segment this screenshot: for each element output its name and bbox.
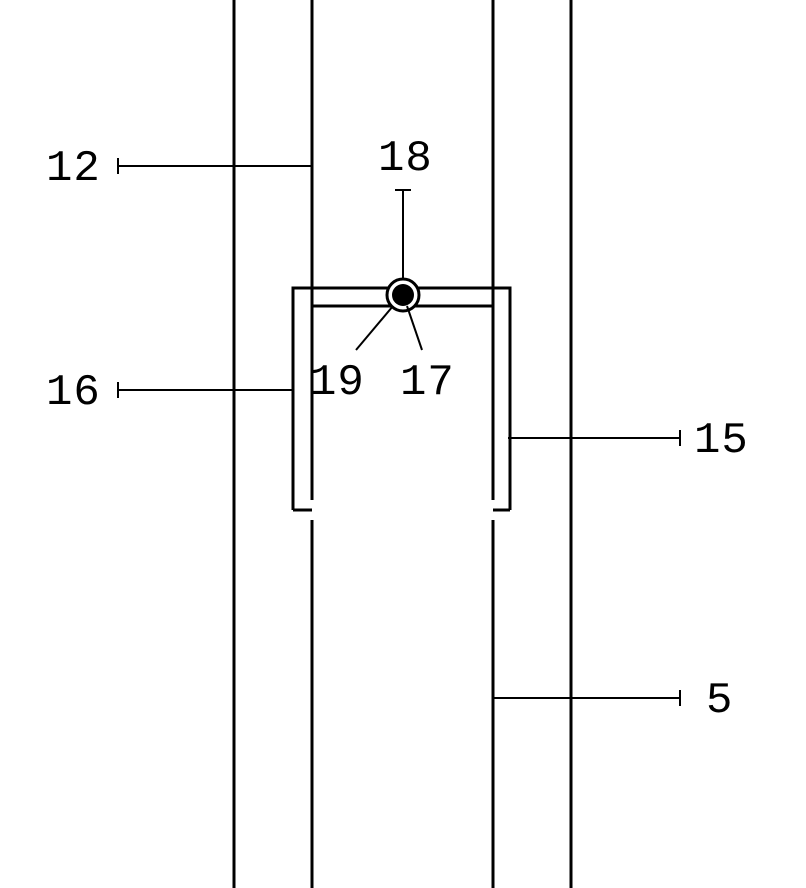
- label-19-text: 19: [310, 358, 365, 408]
- label-16-text: 16: [46, 368, 101, 418]
- label-15-text: 15: [694, 416, 749, 466]
- label-18-text: 18: [378, 134, 433, 184]
- label-5-text: 5: [706, 676, 733, 726]
- technical-diagram: 12 16 18 15 5 17: [0, 0, 806, 888]
- label-12-text: 12: [46, 144, 101, 194]
- joint-inner-circle: [392, 284, 414, 306]
- label-17-text: 17: [400, 358, 455, 408]
